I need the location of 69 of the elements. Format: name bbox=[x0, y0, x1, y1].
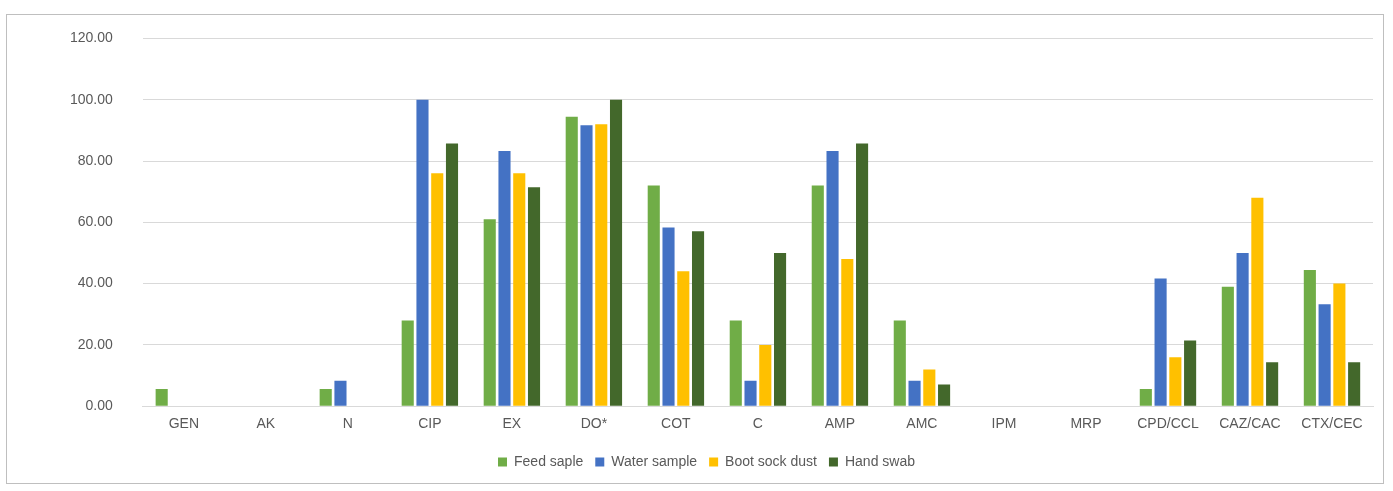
bar bbox=[1184, 340, 1197, 406]
bar bbox=[923, 369, 936, 406]
x-tick-label: CAZ/CAC bbox=[1219, 415, 1281, 432]
bar bbox=[1251, 197, 1264, 406]
bar bbox=[774, 252, 787, 406]
bar bbox=[826, 150, 839, 406]
legend-label: Boot sock dust bbox=[725, 452, 818, 469]
bar bbox=[155, 389, 168, 406]
bar bbox=[595, 124, 608, 406]
bar bbox=[662, 227, 675, 406]
bar bbox=[1169, 357, 1182, 406]
bar bbox=[1318, 304, 1331, 406]
bar bbox=[498, 150, 511, 406]
y-tick-label: 100.00 bbox=[69, 90, 114, 107]
bar bbox=[445, 143, 459, 406]
y-tick-label: 0.00 bbox=[85, 397, 114, 414]
x-tick-label: AMP bbox=[824, 415, 856, 432]
bar bbox=[1154, 278, 1167, 406]
bar bbox=[759, 344, 772, 406]
bar bbox=[513, 173, 526, 406]
x-tick-label: DO* bbox=[580, 415, 608, 432]
bar bbox=[1266, 362, 1279, 406]
x-tick-label: CPD/CCL bbox=[1137, 415, 1199, 432]
bar bbox=[677, 271, 690, 406]
bar bbox=[483, 219, 496, 406]
legend-label: Feed saple bbox=[514, 452, 584, 469]
bar bbox=[1348, 362, 1361, 406]
bar bbox=[565, 116, 578, 406]
bar bbox=[938, 384, 951, 406]
bar bbox=[319, 389, 332, 406]
bar bbox=[744, 380, 757, 406]
bar bbox=[691, 231, 705, 406]
bar bbox=[841, 259, 854, 406]
bar bbox=[401, 320, 414, 406]
y-tick-label: 40.00 bbox=[77, 274, 114, 291]
bar bbox=[1221, 286, 1234, 406]
y-tick-label: 120.00 bbox=[69, 29, 114, 46]
y-tick-label: 80.00 bbox=[77, 151, 114, 168]
bar bbox=[1303, 270, 1316, 406]
bar bbox=[893, 320, 906, 406]
bar bbox=[334, 380, 347, 406]
legend-label: Hand swab bbox=[844, 452, 916, 469]
x-tick-label: N bbox=[342, 415, 353, 432]
x-tick-label: COT bbox=[661, 415, 692, 432]
bar bbox=[416, 99, 429, 406]
x-tick-label: EX bbox=[502, 415, 522, 432]
bar bbox=[609, 99, 623, 406]
x-tick-label: GEN bbox=[168, 415, 199, 432]
bar bbox=[431, 173, 444, 406]
bar bbox=[1236, 252, 1249, 406]
legend-label: Water sample bbox=[611, 452, 698, 469]
bar bbox=[811, 185, 824, 406]
x-tick-label: CIP bbox=[418, 415, 442, 432]
x-tick-label: AMC bbox=[906, 415, 938, 432]
bar bbox=[580, 125, 593, 406]
x-tick-label: AK bbox=[256, 415, 276, 432]
y-tick-label: 20.00 bbox=[77, 335, 114, 352]
bar bbox=[527, 187, 541, 406]
bar bbox=[647, 185, 660, 406]
y-tick-label: 60.00 bbox=[77, 213, 114, 230]
x-tick-label: CTX/CEC bbox=[1301, 415, 1363, 432]
bar bbox=[729, 320, 742, 406]
bar bbox=[856, 143, 869, 406]
bar bbox=[1139, 389, 1152, 406]
x-tick-label: C bbox=[752, 415, 763, 432]
bar bbox=[1333, 283, 1346, 406]
bar bbox=[908, 380, 921, 406]
x-tick-label: MRP bbox=[1070, 415, 1102, 432]
x-tick-label: IPM bbox=[991, 415, 1017, 432]
